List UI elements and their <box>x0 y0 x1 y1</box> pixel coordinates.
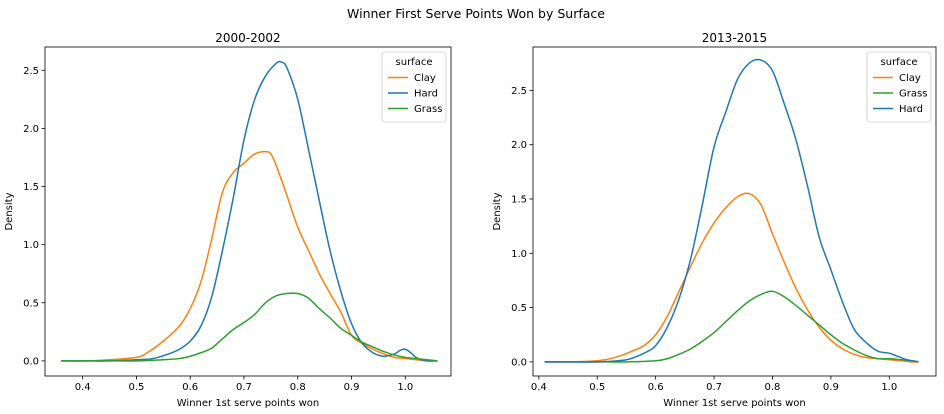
legend: surface Clay Grass Hard <box>866 51 932 123</box>
y-axis-label: Density <box>492 192 503 230</box>
x-axis-label: Winner 1st serve points won <box>177 398 320 409</box>
y-axis-label: Density <box>4 192 15 230</box>
figure-suptitle: Winner First Serve Points Won by Surface <box>347 6 605 21</box>
x-tick-label: 0.9 <box>823 382 839 393</box>
plot-frame <box>532 46 937 377</box>
y-tick-label: 1.0 <box>511 249 527 260</box>
x-tick-label: 1.0 <box>881 382 897 393</box>
legend-title: surface <box>396 57 433 68</box>
x-tick-label: 0.4 <box>75 382 91 393</box>
x-tick-label: 0.9 <box>344 382 360 393</box>
legend-title: surface <box>881 57 918 68</box>
x-tick-label: 1.0 <box>397 382 413 393</box>
x-tick-label: 0.8 <box>290 382 306 393</box>
x-tick-label: 0.5 <box>589 382 605 393</box>
x-tick-label: 0.5 <box>128 382 144 393</box>
legend-box <box>381 51 447 123</box>
series-line-hard <box>544 58 919 363</box>
series-line-grass <box>61 292 438 362</box>
y-tick-label: 1.5 <box>511 195 527 206</box>
plot-frame <box>44 46 452 377</box>
y-tick-label: 0.0 <box>23 356 39 367</box>
y-tick-label: 1.0 <box>23 240 39 251</box>
x-axis-label: Winner 1st serve points won <box>663 398 806 409</box>
y-tick-label: 1.5 <box>23 182 39 193</box>
x-tick-label: 0.4 <box>531 382 547 393</box>
y-tick-label: 2.5 <box>511 86 527 97</box>
x-tick-label: 0.7 <box>236 382 252 393</box>
x-tick-label: 0.7 <box>706 382 722 393</box>
subplot-title: 2000-2002 <box>215 31 280 45</box>
series-line-clay <box>61 150 438 362</box>
x-tick-label: 0.8 <box>765 382 781 393</box>
y-tick-label: 0.0 <box>511 357 527 368</box>
legend-label-grass: Grass <box>414 104 442 115</box>
subplot-2013-2015: 0.4 0.5 0.6 0.7 0.8 0.9 1.0 0.0 0.5 1.0 1.5 2.0 2.5 2… <box>492 31 937 409</box>
legend-label-grass: Grass <box>899 89 927 100</box>
legend-label-hard: Hard <box>899 104 923 115</box>
legend-label-clay: Clay <box>899 73 921 84</box>
y-tick-label: 0.5 <box>23 298 39 309</box>
legend-box <box>866 51 932 123</box>
y-tick-label: 2.0 <box>23 124 39 135</box>
legend-label-hard: Hard <box>414 89 438 100</box>
legend: surface Clay Hard Grass <box>381 51 447 123</box>
x-tick-label: 0.6 <box>182 382 198 393</box>
x-tick-label: 0.6 <box>648 382 664 393</box>
y-tick-label: 2.0 <box>511 140 527 151</box>
legend-label-clay: Clay <box>414 73 436 84</box>
series-line-hard <box>61 60 438 362</box>
series-line-grass <box>544 290 919 363</box>
series-line-clay <box>544 192 919 363</box>
subplot-2000-2002: 0.4 0.5 0.6 0.7 0.8 0.9 1.0 0.0 0.5 1.0 1.5 2.0 2.5 2… <box>4 31 452 409</box>
y-tick-label: 0.5 <box>511 303 527 314</box>
y-tick-label: 2.5 <box>23 66 39 77</box>
subplot-title: 2013-2015 <box>702 31 767 45</box>
